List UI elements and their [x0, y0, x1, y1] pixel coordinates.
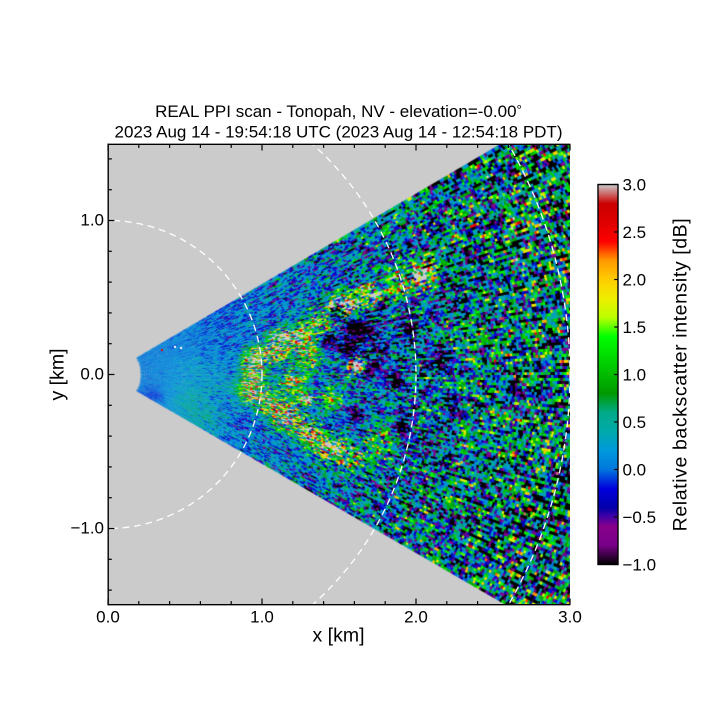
- svg-text:1.0: 1.0: [80, 211, 104, 230]
- svg-text:1.5: 1.5: [623, 318, 647, 337]
- svg-text:Relative backscatter intensity: Relative backscatter intensity [dB]: [670, 218, 692, 532]
- svg-text:0.0: 0.0: [80, 365, 104, 384]
- svg-text:0.0: 0.0: [96, 608, 120, 627]
- svg-text:1.0: 1.0: [623, 365, 647, 384]
- svg-text:−1.0: −1.0: [623, 555, 657, 574]
- svg-text:0.5: 0.5: [623, 413, 647, 432]
- svg-text:2023 Aug 14 - 19:54:18 UTC (20: 2023 Aug 14 - 19:54:18 UTC (2023 Aug 14 …: [115, 123, 563, 142]
- svg-text:REAL PPI scan - Tonopah, NV -: REAL PPI scan - Tonopah, NV - elevation=…: [155, 102, 522, 121]
- svg-text:2.0: 2.0: [404, 608, 428, 627]
- svg-text:3.0: 3.0: [558, 608, 582, 627]
- svg-text:2.0: 2.0: [623, 270, 647, 289]
- svg-text:y [km]: y [km]: [47, 349, 69, 401]
- svg-text:−1.0: −1.0: [70, 519, 104, 538]
- svg-text:−0.5: −0.5: [623, 508, 657, 527]
- svg-text:x [km]: x [km]: [313, 625, 365, 647]
- svg-text:3.0: 3.0: [623, 175, 647, 194]
- svg-text:1.0: 1.0: [250, 608, 274, 627]
- svg-text:2.5: 2.5: [623, 223, 647, 242]
- svg-text:0.0: 0.0: [623, 460, 647, 479]
